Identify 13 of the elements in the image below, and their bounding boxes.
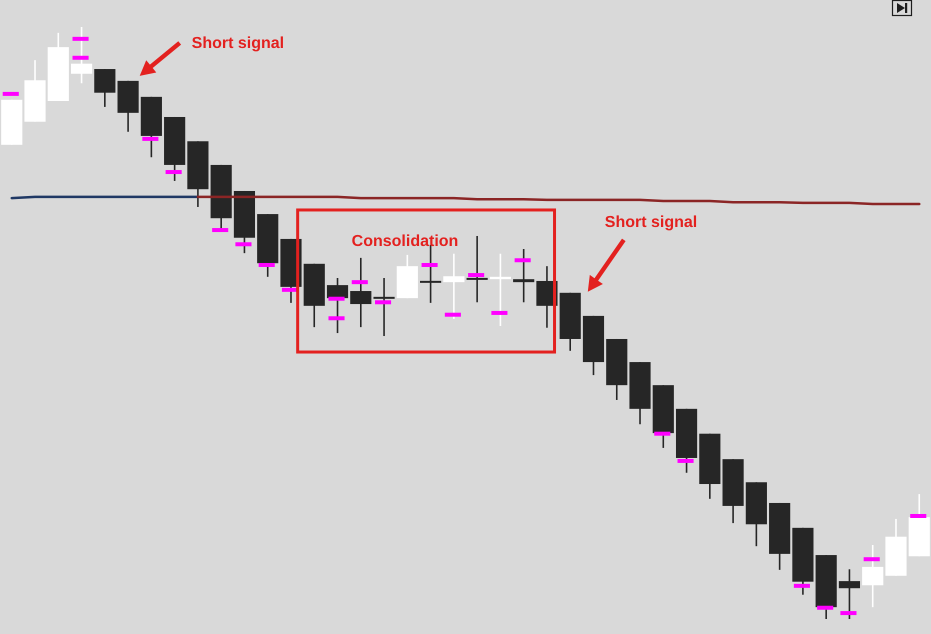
- annotation: Short signal: [604, 214, 698, 231]
- candlestick: [443, 252, 464, 320]
- candlestick: [513, 248, 534, 304]
- candlestick: [466, 235, 488, 304]
- candlestick: [373, 277, 395, 337]
- candlestick: [94, 68, 116, 108]
- annotation: Consolidation: [352, 232, 458, 250]
- candlestick: [862, 544, 884, 608]
- annotation: Short signal: [192, 34, 284, 52]
- candlestick: [838, 568, 860, 620]
- candlestick: [70, 26, 92, 84]
- candlestick: [326, 277, 348, 334]
- candlestick: [350, 257, 372, 328]
